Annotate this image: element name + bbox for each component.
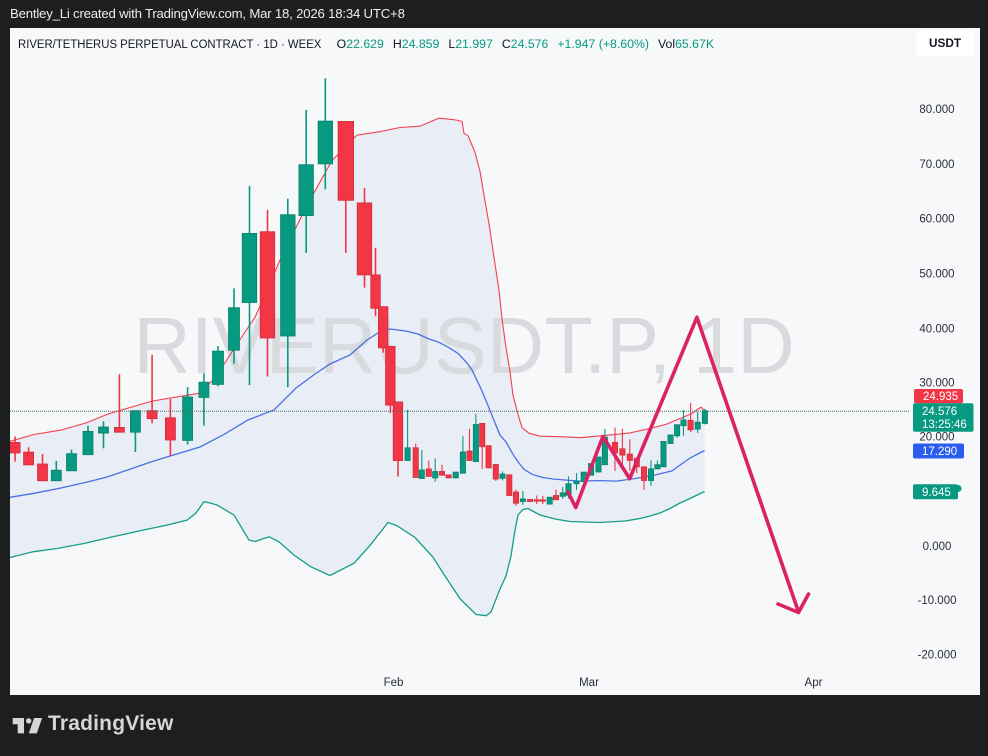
svg-text:80.000: 80.000 [919, 104, 954, 116]
svg-text:9.645: 9.645 [922, 487, 951, 499]
svg-text:24.935: 24.935 [923, 391, 958, 403]
svg-text:Mar: Mar [579, 677, 599, 689]
svg-text:40.000: 40.000 [919, 323, 954, 335]
svg-text:24.576: 24.576 [922, 406, 957, 418]
svg-text:0.000: 0.000 [923, 541, 952, 553]
svg-text:50.000: 50.000 [919, 268, 954, 280]
svg-text:30.000: 30.000 [919, 378, 954, 390]
svg-text:17.290: 17.290 [922, 446, 957, 458]
svg-text:20.000: 20.000 [919, 432, 954, 444]
svg-text:-20.000: -20.000 [917, 649, 956, 661]
svg-text:13:25:46: 13:25:46 [922, 419, 967, 431]
svg-text:Feb: Feb [384, 677, 404, 689]
svg-text:70.000: 70.000 [919, 159, 954, 171]
svg-text:Apr: Apr [805, 677, 823, 689]
svg-text:60.000: 60.000 [919, 214, 954, 226]
svg-text:-10.000: -10.000 [917, 595, 956, 607]
